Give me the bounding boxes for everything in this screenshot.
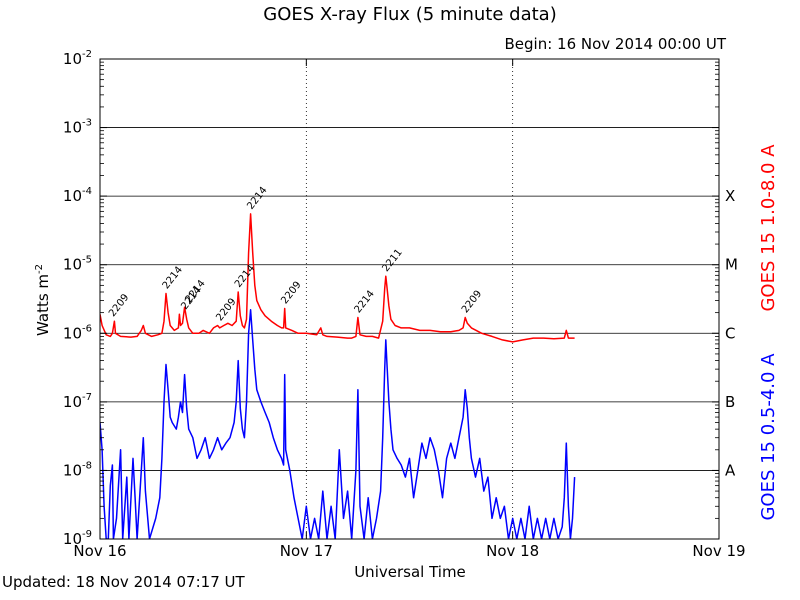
- y-tick-label-base: 10: [63, 187, 82, 205]
- y-tick-label: 10-5: [63, 255, 92, 274]
- series-line-long-wavelength: [100, 213, 575, 343]
- legend-series-label: GOES 15 1.0-8.0 A: [758, 144, 779, 312]
- y-tick-label: 10-7: [63, 392, 92, 411]
- region-annotation: 2209: [460, 289, 484, 316]
- grid-layer: [100, 59, 719, 539]
- y-tick-label-exponent: -5: [82, 255, 92, 266]
- region-annotation: 2209: [107, 292, 131, 319]
- y-tick-label-exponent: -2: [82, 49, 92, 60]
- plot-layer: [100, 213, 576, 539]
- y-axis-label-base: Watts m: [34, 274, 52, 336]
- plot-frame: [99, 58, 720, 540]
- y-axis-label-exponent: -2: [34, 264, 45, 274]
- updated-label: Updated: 18 Nov 2014 07:17 UT: [2, 573, 245, 591]
- y-tick-label-base: 10: [63, 461, 82, 479]
- y-tick-label: 10-2: [63, 49, 92, 68]
- legend-layer: GOES 15 1.0-8.0 A GOES 15 0.5-4.0 A: [758, 144, 779, 521]
- region-annotation: 2209: [279, 279, 303, 306]
- y-tick-label-base: 10: [63, 119, 82, 137]
- flare-class-label: C: [725, 324, 735, 342]
- begin-label: Begin: 16 Nov 2014 00:00 UT: [504, 35, 726, 53]
- y-tick-label-base: 10: [63, 393, 82, 411]
- flare-class-label: B: [725, 393, 735, 411]
- y-tick-label-exponent: -8: [82, 460, 92, 471]
- chart-title: GOES X-ray Flux (5 minute data): [263, 4, 556, 25]
- flare-class-label: X: [725, 187, 735, 205]
- y-tick-label: 10-9: [63, 529, 92, 548]
- region-annotation: 2214: [245, 185, 269, 212]
- region-annotation: 2214: [353, 289, 377, 316]
- x-tick-label: Nov 19: [692, 542, 745, 560]
- y-tick-label-base: 10: [63, 530, 82, 548]
- legend-series-label: GOES 15 0.5-4.0 A: [758, 353, 779, 521]
- y-tick-label-exponent: -9: [82, 529, 92, 540]
- region-annotation: 2211: [380, 247, 404, 274]
- y-tick-label-exponent: -3: [82, 118, 92, 129]
- y-tick-label: 10-8: [63, 460, 92, 479]
- y-tick-label-base: 10: [63, 50, 82, 68]
- y-tick-label-exponent: -4: [82, 186, 92, 197]
- x-axis-label: Universal Time: [354, 563, 466, 581]
- x-tick-label: Nov 17: [280, 542, 333, 560]
- region-annotation: 2209: [214, 296, 238, 323]
- y-tick-label-exponent: -7: [82, 392, 92, 403]
- flare-class-label: A: [725, 461, 736, 479]
- x-tick-label: Nov 18: [486, 542, 539, 560]
- flare-class-label: M: [725, 256, 738, 274]
- series-line-short-wavelength: [100, 309, 576, 539]
- y-tick-label: 10-6: [63, 323, 92, 342]
- y-tick-label-base: 10: [63, 256, 82, 274]
- y-tick-label: 10-4: [63, 186, 92, 205]
- y-tick-label-base: 10: [63, 324, 82, 342]
- y-tick-label: 10-3: [63, 118, 92, 137]
- y-tick-label-exponent: -6: [82, 323, 92, 334]
- y-axis-label: Watts m-2: [34, 264, 52, 336]
- region-annotation: 2214: [161, 265, 185, 292]
- x-tick-label: Nov 16: [73, 542, 126, 560]
